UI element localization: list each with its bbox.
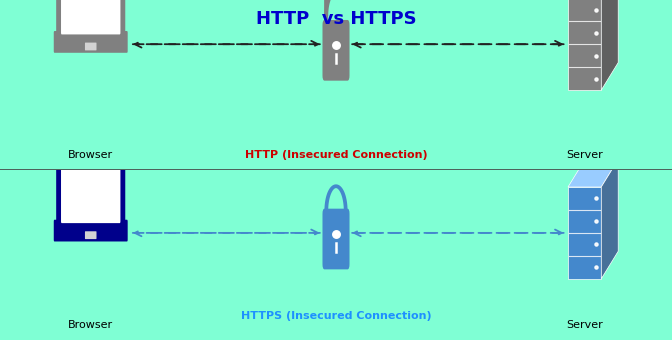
- FancyBboxPatch shape: [54, 31, 128, 53]
- FancyBboxPatch shape: [54, 220, 128, 241]
- Text: HTTP (Insecured Connection): HTTP (Insecured Connection): [245, 150, 427, 160]
- FancyBboxPatch shape: [85, 42, 97, 50]
- Text: HTTPS (Insecured Connection): HTTPS (Insecured Connection): [241, 311, 431, 321]
- FancyBboxPatch shape: [56, 140, 125, 228]
- Polygon shape: [601, 0, 618, 90]
- Text: Server: Server: [566, 320, 603, 330]
- Text: Browser: Browser: [68, 150, 114, 160]
- FancyBboxPatch shape: [56, 0, 125, 39]
- FancyBboxPatch shape: [323, 20, 349, 81]
- Polygon shape: [568, 0, 601, 90]
- FancyBboxPatch shape: [85, 231, 97, 239]
- Polygon shape: [601, 159, 618, 279]
- Polygon shape: [568, 159, 618, 187]
- Text: Browser: Browser: [68, 320, 114, 330]
- Text: HTTP  vs HTTPS: HTTP vs HTTPS: [255, 10, 417, 28]
- FancyBboxPatch shape: [61, 145, 120, 223]
- Polygon shape: [568, 187, 601, 279]
- FancyBboxPatch shape: [323, 209, 349, 269]
- FancyBboxPatch shape: [61, 0, 120, 34]
- Text: Server: Server: [566, 150, 603, 160]
